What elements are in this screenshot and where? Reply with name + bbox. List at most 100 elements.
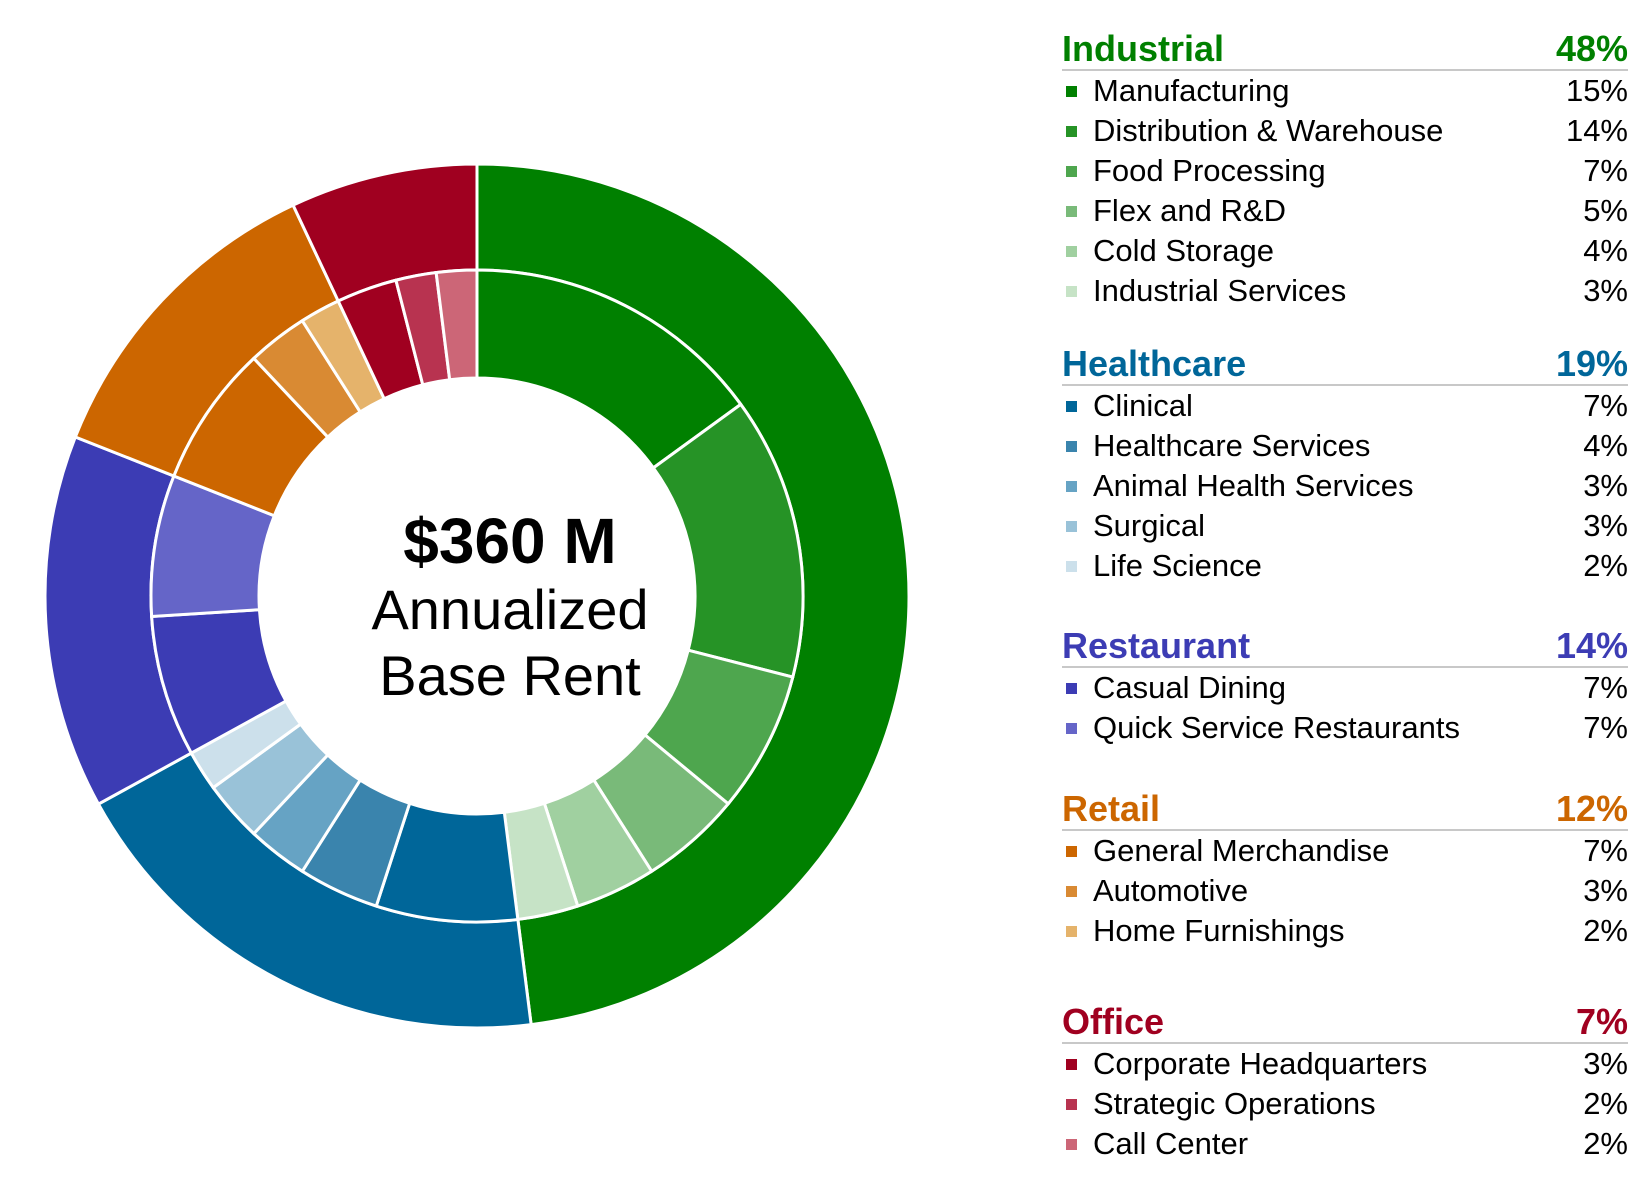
legend-item-pct: 15% [1565,73,1628,108]
legend-item-pct: 3% [1583,873,1628,908]
legend-item-pct: 2% [1583,548,1628,583]
legend-group-pct: 14% [1555,625,1628,666]
legend-item-pct: 14% [1565,113,1628,148]
legend-group-restaurant: Restaurant 14% Casual Dining 7% Quick Serv… [1062,627,1628,748]
legend-swatch [1066,682,1077,694]
legend-item: Casual Dining 7% [1062,668,1628,708]
inner-slice [434,268,479,382]
legend-item-label: Strategic Operations [1093,1086,1376,1121]
legend-item-label: Animal Health Services [1093,468,1414,503]
legend-item-label: Call Center [1093,1126,1249,1161]
legend-item-label: Home Furnishings [1093,913,1345,948]
center-line-1: Annualized [371,578,649,641]
legend-item: Cold Storage 4% [1062,231,1628,271]
legend-group-pct: 12% [1555,788,1628,829]
legend-item-pct: 7% [1583,670,1628,705]
legend-item-label: Food Processing [1093,153,1326,188]
legend-item-label: Cold Storage [1093,233,1274,268]
legend-swatch [1066,925,1077,937]
legend-item-label: Automotive [1093,873,1249,908]
legend-item-label: General Merchandise [1093,833,1390,868]
legend-group-header: Restaurant 14% [1062,627,1628,668]
legend-swatch [1066,1098,1077,1110]
legend-swatch [1066,285,1077,297]
legend-group-pct: 48% [1555,28,1628,69]
legend-swatch [1066,245,1077,257]
legend-item: Manufacturing 15% [1062,71,1628,111]
legend-item: Life Science 2% [1062,546,1628,586]
legend-item: Call Center 2% [1062,1124,1628,1164]
legend-item-label: Corporate Headquarters [1093,1046,1428,1081]
legend-item: Corporate Headquarters 3% [1062,1044,1628,1084]
legend-item: Home Furnishings 2% [1062,911,1628,951]
legend-item-pct: 2% [1583,913,1628,948]
legend-swatch [1066,845,1077,857]
legend-group-pct: 7% [1575,1001,1628,1042]
legend-item: Quick Service Restaurants 7% [1062,708,1628,748]
legend-group-name: Industrial [1062,28,1225,69]
legend-item: Healthcare Services 4% [1062,426,1628,466]
legend-item-label: Distribution & Warehouse [1093,113,1444,148]
legend-item-pct: 3% [1583,1046,1628,1081]
legend-swatch [1066,440,1077,452]
legend-item: Surgical 3% [1062,506,1628,546]
legend-item-label: Casual Dining [1093,670,1286,705]
legend-item-pct: 3% [1583,273,1628,308]
legend-item-pct: 7% [1583,710,1628,745]
legend-swatch [1066,520,1077,532]
legend-swatch [1066,722,1077,734]
legend-item-pct: 2% [1583,1126,1628,1161]
legend-swatch [1066,885,1077,897]
legend-swatch [1066,125,1077,137]
legend-item-pct: 7% [1583,388,1628,423]
legend-group-pct: 19% [1555,343,1628,384]
legend-item-label: Life Science [1093,548,1262,583]
legend-item-label: Manufacturing [1093,73,1290,108]
legend-item-label: Surgical [1093,508,1205,543]
legend-item: Animal Health Services 3% [1062,466,1628,506]
legend-item-label: Healthcare Services [1093,428,1371,463]
legend-item: Industrial Services 3% [1062,271,1628,311]
legend-item: Flex and R&D 5% [1062,191,1628,231]
legend-swatch [1066,205,1077,217]
legend-item-pct: 3% [1583,508,1628,543]
legend-swatch [1066,560,1077,572]
legend-item: Strategic Operations 2% [1062,1084,1628,1124]
legend-group-header: Healthcare 19% [1062,345,1628,386]
legend-swatch [1066,400,1077,412]
legend-item-pct: 2% [1583,1086,1628,1121]
legend-item: Clinical 7% [1062,386,1628,426]
legend-item: Food Processing 7% [1062,151,1628,191]
legend-item-label: Clinical [1093,388,1193,423]
legend-item-label: Flex and R&D [1093,193,1286,228]
legend-group-retail: Retail 12% General Merchandise 7% Automoti… [1062,790,1628,951]
legend-item-pct: 7% [1583,153,1628,188]
legend-swatch [1066,1058,1077,1070]
legend-swatch [1066,165,1077,177]
legend-group-name: Retail [1062,788,1161,829]
legend-item: Distribution & Warehouse 14% [1062,111,1628,151]
legend-group-header: Industrial 48% [1062,30,1628,71]
legend-group-name: Restaurant [1062,625,1251,666]
legend-item-pct: 3% [1583,468,1628,503]
legend-swatch [1066,85,1077,97]
center-label: $360 M Annualized Base Rent [290,505,730,709]
legend-group-header: Retail 12% [1062,790,1628,831]
legend-item: General Merchandise 7% [1062,831,1628,871]
legend-swatch [1066,480,1077,492]
legend-group-header: Office 7% [1062,1003,1628,1044]
legend-swatch [1066,1138,1077,1150]
center-amount: $360 M [403,505,617,577]
legend-group-name: Healthcare [1062,343,1247,384]
legend-item: Automotive 3% [1062,871,1628,911]
legend-group-healthcare: Healthcare 19% Clinical 7% Healthcare Serv… [1062,345,1628,586]
legend-item-pct: 4% [1583,428,1628,463]
legend-item-pct: 5% [1583,193,1628,228]
legend-item-pct: 4% [1583,233,1628,268]
legend-group-industrial: Industrial 48% Manufacturing 15% Distribut… [1062,30,1628,311]
donut-chart [43,162,911,1030]
legend-item-label: Industrial Services [1093,273,1347,308]
legend-item-pct: 7% [1583,833,1628,868]
legend-item-label: Quick Service Restaurants [1093,710,1460,745]
legend-group-office: Office 7% Corporate Headquarters 3% Strate… [1062,1003,1628,1164]
